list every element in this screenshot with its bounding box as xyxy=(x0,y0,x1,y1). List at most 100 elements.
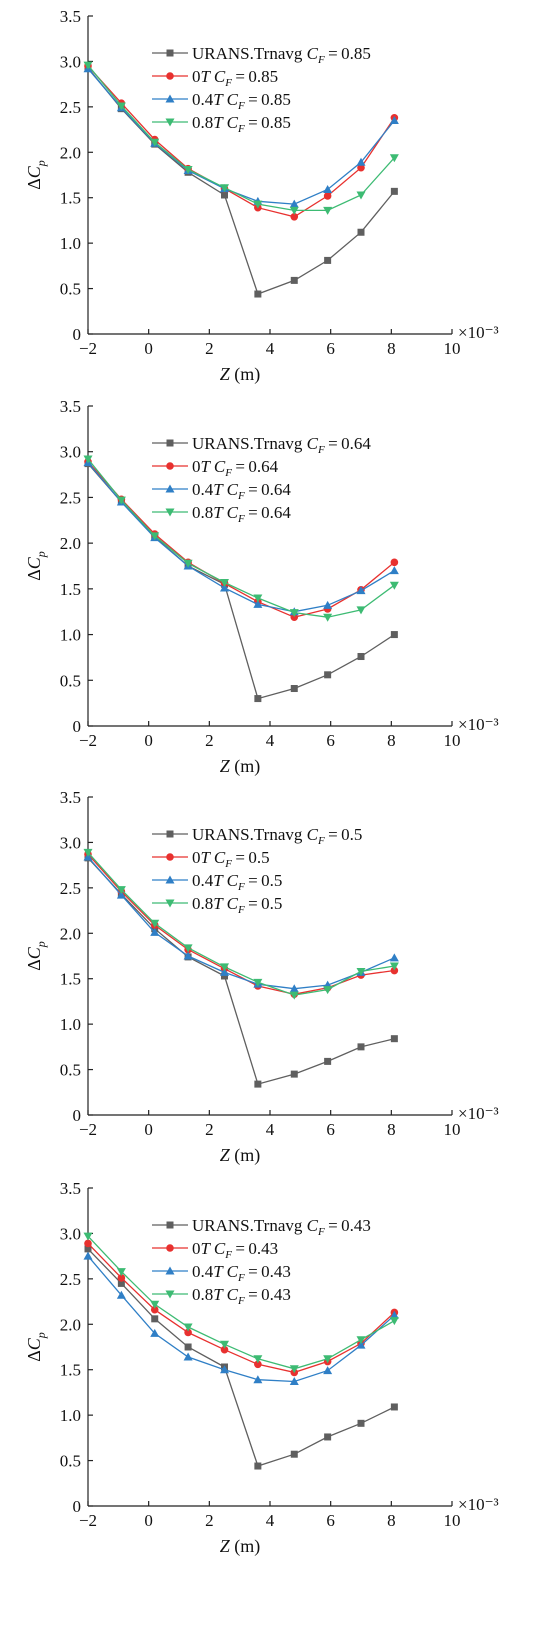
data-point xyxy=(220,578,229,587)
data-point xyxy=(324,671,332,679)
data-point xyxy=(84,1239,92,1248)
data-point xyxy=(254,1462,262,1470)
y-tick-label: 3.5 xyxy=(60,397,81,416)
y-tick-label: 0.5 xyxy=(60,1061,81,1080)
legend-label: 0.4T CF = 0.85 xyxy=(192,90,291,112)
y-tick-label: 3.5 xyxy=(60,7,81,26)
y-tick-label: 0 xyxy=(73,717,82,736)
data-point xyxy=(357,163,365,172)
data-point xyxy=(220,184,229,193)
y-tick-label: 3.5 xyxy=(60,1179,81,1198)
x-tick-label: 6 xyxy=(326,1120,335,1139)
series-line xyxy=(87,65,395,218)
legend-swatch-marker xyxy=(165,484,175,493)
x-tick-label: −2 xyxy=(79,1511,97,1530)
data-point xyxy=(323,613,333,622)
legend-swatch-marker xyxy=(166,1244,174,1252)
x-tick-label: 2 xyxy=(205,731,214,750)
legend-label: 0.8T CF = 0.5 xyxy=(192,894,282,916)
data-point xyxy=(356,967,366,976)
data-point xyxy=(390,187,398,195)
data-point xyxy=(150,1305,159,1314)
legend-swatch-marker xyxy=(165,94,175,103)
series-line xyxy=(87,461,395,618)
series-line xyxy=(87,851,395,996)
data-point xyxy=(389,566,399,575)
legend-label: 0.8T CF = 0.64 xyxy=(192,503,291,525)
data-point xyxy=(83,1232,93,1241)
y-tick-label: 1.0 xyxy=(60,1015,81,1034)
legend-label: 0T CF = 0.43 xyxy=(192,1239,278,1261)
x-multiplier-label: ×10⁻³ xyxy=(458,1495,499,1514)
x-tick-label: 8 xyxy=(387,731,396,750)
data-point xyxy=(116,496,126,505)
legend-swatch-marker xyxy=(165,508,175,517)
legend-swatch-marker xyxy=(165,118,175,127)
data-point xyxy=(324,256,332,264)
x-tick-label: 8 xyxy=(387,1120,396,1139)
data-point xyxy=(289,991,299,1000)
x-tick-label: 4 xyxy=(266,731,275,750)
legend-swatch-marker xyxy=(166,439,174,447)
legend-label: 0T CF = 0.85 xyxy=(192,67,278,89)
data-point xyxy=(389,962,399,971)
x-tick-label: 8 xyxy=(387,339,396,358)
x-tick-label: 10 xyxy=(444,339,461,358)
series-line xyxy=(87,64,395,212)
data-point xyxy=(357,1419,365,1427)
chart-panel-3: 00.51.01.52.02.53.03.5−2 0 2 4 6 8 10×10⁻³Z (m… xyxy=(24,788,499,1166)
y-tick-label: 1.5 xyxy=(60,580,81,599)
data-point xyxy=(183,1352,193,1361)
x-tick-label: 0 xyxy=(144,339,153,358)
x-tick-label: 2 xyxy=(205,339,214,358)
y-tick-label: 0 xyxy=(73,1106,82,1125)
series-line xyxy=(87,462,395,613)
data-point xyxy=(83,455,93,464)
chart-panel-1: 00.51.01.52.02.53.03.5−2 0 2 4 6 8 10×10⁻³Z (m… xyxy=(24,7,499,385)
series-line xyxy=(87,1255,395,1383)
data-point xyxy=(323,206,333,215)
data-point xyxy=(150,532,160,541)
legend-swatch-marker xyxy=(165,1290,175,1299)
data-point xyxy=(253,200,263,209)
legend-label: 0.4T CF = 0.5 xyxy=(192,871,282,893)
y-tick-label: 3.5 xyxy=(60,788,81,807)
data-point xyxy=(83,848,93,857)
legend-label: URANS.Trnavg CF = 0.43 xyxy=(192,1216,371,1238)
data-point xyxy=(356,1336,366,1345)
data-point xyxy=(150,919,160,928)
y-axis-label: ΔCp xyxy=(24,160,48,190)
y-axis-label: ΔCp xyxy=(24,551,48,581)
y-tick-label: 3.0 xyxy=(60,1224,81,1243)
data-point xyxy=(390,1035,398,1043)
legend-swatch-marker xyxy=(165,875,175,884)
data-point xyxy=(84,1245,92,1253)
y-tick-label: 2.0 xyxy=(60,1315,81,1334)
data-point xyxy=(356,606,366,615)
data-point xyxy=(390,966,399,975)
x-tick-label: 2 xyxy=(205,1511,214,1530)
legend-swatch-marker xyxy=(166,72,174,80)
legend-label: 0.4T CF = 0.64 xyxy=(192,480,291,502)
legend-swatch-marker xyxy=(166,1221,174,1229)
data-point xyxy=(151,1315,159,1323)
x-tick-label: 0 xyxy=(144,1120,153,1139)
series-line xyxy=(87,458,395,618)
x-tick-label: 8 xyxy=(387,1511,396,1530)
data-point xyxy=(221,191,228,199)
series-line xyxy=(87,1235,395,1370)
legend-swatch-marker xyxy=(166,49,174,57)
data-point xyxy=(290,613,299,621)
y-tick-label: 0.5 xyxy=(60,671,81,690)
legend-swatch-marker xyxy=(165,899,175,908)
x-tick-label: 10 xyxy=(444,731,461,750)
x-multiplier-label: ×10⁻³ xyxy=(458,323,499,342)
legend-swatch-marker xyxy=(165,1266,175,1275)
data-point xyxy=(389,115,399,124)
legend-label: 0.8T CF = 0.43 xyxy=(192,1285,291,1307)
data-point xyxy=(323,192,332,200)
data-point xyxy=(254,1360,262,1369)
data-point xyxy=(289,1365,299,1374)
data-point xyxy=(183,559,193,568)
chart-panel-4: 00.51.01.52.02.53.03.5−2 0 2 4 6 8 10×10⁻³Z (m… xyxy=(24,1179,499,1557)
